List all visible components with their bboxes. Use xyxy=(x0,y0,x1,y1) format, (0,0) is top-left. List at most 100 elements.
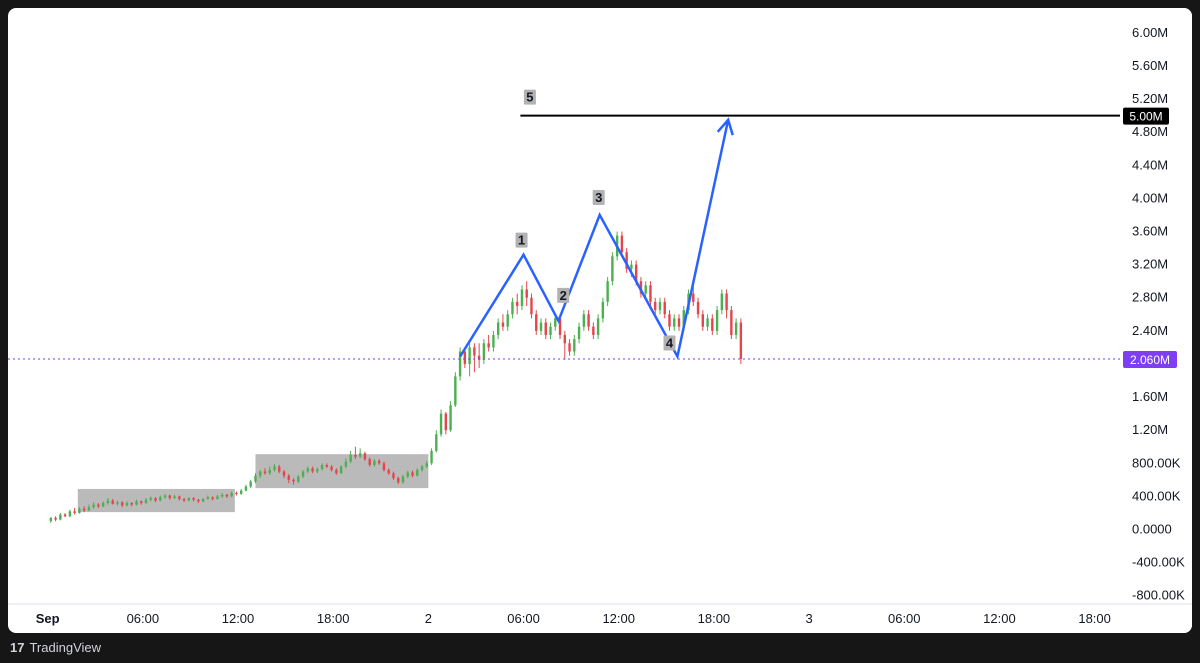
candle-body xyxy=(692,293,695,302)
wave-label-box xyxy=(557,287,570,303)
price-tick-label: 4.80M xyxy=(1132,124,1168,139)
candle-body xyxy=(201,498,205,502)
candle-body xyxy=(511,301,514,315)
candle-body xyxy=(606,281,609,302)
candle-body xyxy=(382,463,386,470)
candle-body xyxy=(468,347,471,364)
candle-body xyxy=(444,413,448,431)
candle-body xyxy=(634,264,638,282)
candle-body xyxy=(525,289,528,298)
consolidation-boxes xyxy=(77,454,429,513)
candle-body xyxy=(368,459,371,465)
time-tick-label: 12:00 xyxy=(602,611,635,626)
candle-body xyxy=(601,301,605,319)
tradingview-brand-text: TradingView xyxy=(29,640,102,655)
candle-body xyxy=(592,326,595,335)
candle-body xyxy=(216,496,219,499)
time-tick-label: 3 xyxy=(805,611,812,626)
candle-body xyxy=(121,502,124,506)
candle-body xyxy=(535,314,538,331)
candle-body xyxy=(730,310,733,335)
candle-body xyxy=(92,504,95,508)
candle-body xyxy=(225,494,229,497)
candle-body xyxy=(658,301,662,311)
candle-body xyxy=(387,469,390,474)
candle-body xyxy=(477,355,481,360)
candle-body xyxy=(734,322,738,335)
candle-body xyxy=(673,318,676,327)
candle-body xyxy=(463,351,467,364)
candle-body xyxy=(739,322,743,359)
candle-body xyxy=(620,235,624,253)
candle-body xyxy=(54,517,57,520)
candle-body xyxy=(654,301,657,311)
candle-body xyxy=(49,517,53,522)
time-tick-label: 18:00 xyxy=(1078,611,1111,626)
consolidation-box xyxy=(77,488,235,513)
candle-body xyxy=(639,281,643,294)
candle-body xyxy=(530,297,533,315)
candle-body xyxy=(439,413,443,435)
wave-label-box xyxy=(523,89,536,105)
time-tick-label: 06:00 xyxy=(888,611,921,626)
price-tick-label: -800.00K xyxy=(1132,588,1185,603)
tradingview-logo-icon: 17 xyxy=(10,640,25,655)
candle-body xyxy=(287,475,290,480)
candle-body xyxy=(349,455,352,462)
candle-body xyxy=(458,351,462,377)
price-tick-label: 400.00K xyxy=(1132,488,1181,503)
current-price-badge-text: 2.060M xyxy=(1130,353,1170,367)
candle-body xyxy=(520,289,524,306)
candle-body xyxy=(420,466,424,470)
candle-body xyxy=(116,502,119,504)
candle-body xyxy=(220,494,224,497)
target-price-badge xyxy=(1123,107,1169,125)
candle-body xyxy=(573,339,576,352)
candle-body xyxy=(182,498,186,501)
candle-body xyxy=(106,500,110,504)
candle-body xyxy=(649,285,652,302)
candle-body xyxy=(682,310,685,327)
price-tick-label: 4.00M xyxy=(1132,190,1168,205)
candle-body xyxy=(482,343,486,360)
candle-body xyxy=(68,511,72,517)
candle-body xyxy=(492,334,495,348)
candle-body xyxy=(630,264,633,269)
candle-body xyxy=(244,486,248,491)
price-tick-label: 2.40M xyxy=(1132,323,1168,338)
candle-body xyxy=(59,514,62,520)
wave-label-1: 1 xyxy=(518,233,525,248)
price-tick-label: 800.00K xyxy=(1132,455,1181,470)
candle-body xyxy=(282,471,286,476)
time-tick-label: 12:00 xyxy=(222,611,255,626)
candle-body xyxy=(544,322,547,335)
candle-body xyxy=(558,318,562,335)
price-tick-label: 3.60M xyxy=(1132,224,1168,239)
chart-panel[interactable]: 6.00M 5.60M 5.20M 4.80M 4.40M 4.00M 3.60M 3.20M… xyxy=(8,8,1192,633)
tradingview-logo[interactable]: 17 TradingView xyxy=(10,640,101,655)
candle-body xyxy=(416,469,419,476)
candle-body xyxy=(239,490,243,494)
candle-body xyxy=(140,501,143,504)
candle-body xyxy=(206,497,210,499)
price-tick-label: -400.00K xyxy=(1132,555,1185,570)
candles xyxy=(49,231,743,523)
chart-canvas[interactable]: 6.00M 5.60M 5.20M 4.80M 4.40M 4.00M 3.60M 3.20M… xyxy=(8,8,1192,633)
candle-body xyxy=(539,322,543,331)
price-tick-label: 1.20M xyxy=(1132,422,1168,437)
candle-body xyxy=(297,476,300,482)
candle-body xyxy=(63,514,67,517)
candle-body xyxy=(330,466,333,470)
candle-body xyxy=(230,493,233,497)
candle-body xyxy=(211,497,214,499)
wave-label-2: 2 xyxy=(560,288,567,303)
candle-body xyxy=(306,468,310,472)
candle-body xyxy=(173,496,176,499)
candle-body xyxy=(125,503,129,506)
candle-body xyxy=(425,463,428,467)
candle-body xyxy=(397,478,400,483)
candle-body xyxy=(568,343,571,352)
price-tick-label: 0.0000 xyxy=(1132,522,1172,537)
candle-body xyxy=(516,301,519,306)
candle-body xyxy=(320,464,324,470)
